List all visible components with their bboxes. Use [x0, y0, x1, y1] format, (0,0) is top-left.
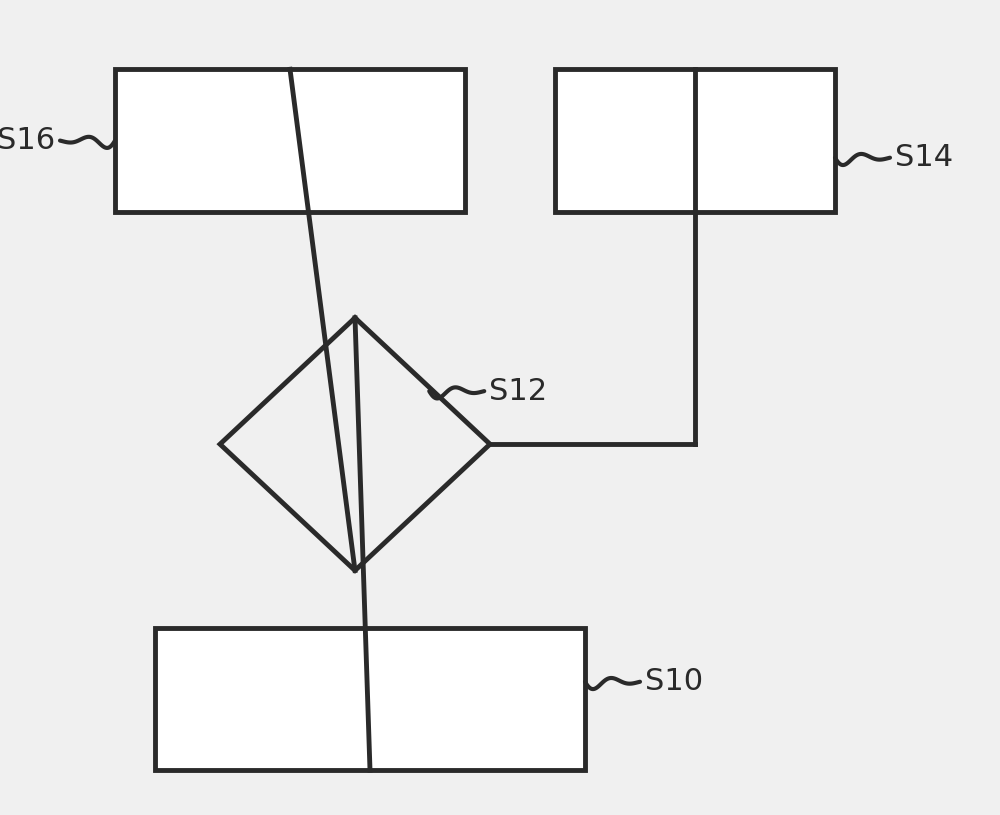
Text: S10: S10	[645, 667, 703, 696]
Text: S14: S14	[895, 143, 953, 172]
Bar	[115, 69, 465, 212]
Bar	[555, 69, 835, 212]
Bar	[155, 628, 585, 770]
Text: S16: S16	[0, 126, 55, 155]
Text: S12: S12	[489, 377, 547, 406]
